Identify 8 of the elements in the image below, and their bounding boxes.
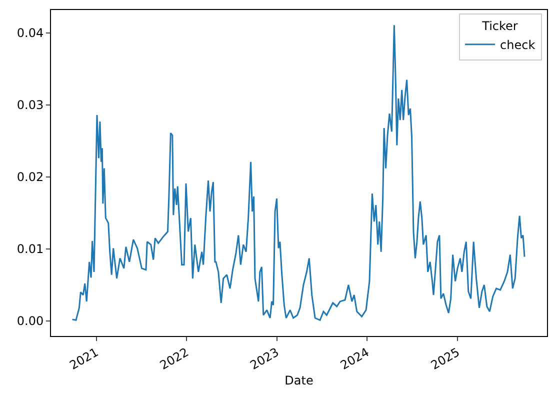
- y-tick-label: 0.01: [16, 242, 44, 256]
- y-tick-label: 0.03: [16, 98, 44, 112]
- x-axis-title: Date: [284, 373, 314, 388]
- y-tick-label: 0.00: [16, 314, 44, 328]
- legend-label: check: [500, 38, 536, 52]
- legend-title: Ticker: [481, 18, 518, 33]
- y-tick-label: 0.02: [16, 170, 44, 184]
- y-tick-label: 0.04: [16, 26, 44, 40]
